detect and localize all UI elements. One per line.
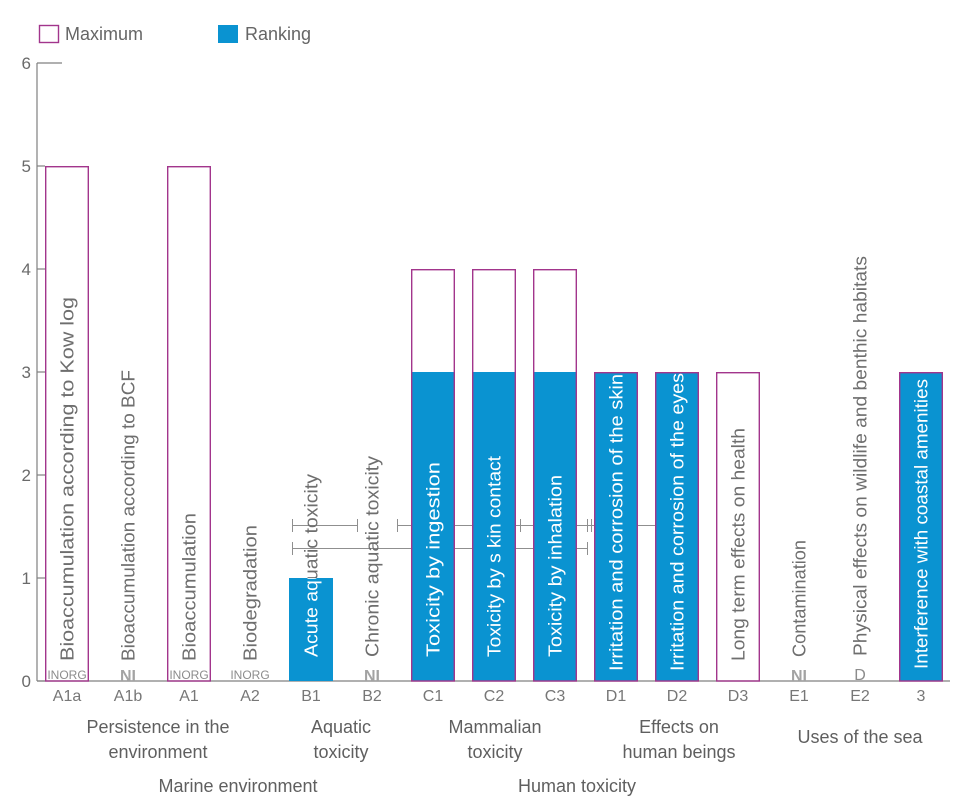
bar-maximum-C2 <box>472 269 517 682</box>
bar-label-D2: Irritation and corrosion of the eyes <box>668 373 688 671</box>
supergroup-label-0: Marine environment <box>158 776 317 796</box>
category-label-C1: C1 <box>423 688 444 705</box>
group-label-4: Uses of the sea <box>797 727 923 747</box>
bar-label-C2: Toxicity by s kin contact <box>485 456 505 657</box>
bar-ranking-C1 <box>411 372 455 681</box>
base-note-A1: INORG <box>169 668 208 682</box>
base-note-A1b: NI <box>120 668 136 685</box>
bar-maximum-D3 <box>716 372 761 682</box>
base-note-B2: NI <box>364 668 380 685</box>
legend-label-ranking: Ranking <box>245 24 311 44</box>
group-label-line: Effects on <box>639 717 719 737</box>
bar-labels: Bioaccumulation according to Kow log Bioa… <box>47 256 931 685</box>
group-label-line: human beings <box>622 742 735 762</box>
group-label-line: environment <box>108 742 207 762</box>
bar-label-A2: Biodegradation <box>241 525 261 661</box>
x-axis-labels: A1a A1b A1 A2 B1 B2 C1 C2 C3 D1 D2 D3 E1 E2 3 <box>53 688 926 705</box>
category-label-E1: E1 <box>789 688 809 705</box>
category-label-B1: B1 <box>301 688 321 705</box>
group-label-line: Uses of the sea <box>797 727 923 747</box>
y-tick-label-0: 0 <box>22 672 31 691</box>
bar-ranking-D2 <box>655 372 699 681</box>
y-tick-label-2: 2 <box>22 466 31 485</box>
bar-ranking-C2 <box>472 372 516 681</box>
base-note-A1a: INORG <box>47 668 86 682</box>
bar-label-A1: Bioaccumulation <box>180 513 200 661</box>
group-label-line: Persistence in the <box>86 717 229 737</box>
base-note-E1: NI <box>791 668 807 685</box>
category-label-D3: D3 <box>728 688 749 705</box>
bar-label-C1: Toxicity by ingestion <box>424 462 444 657</box>
group-labels: Persistence in the environment Aquatic toxi… <box>86 717 923 796</box>
bar-label-E2: Physical effects on wildlife and benthic… <box>851 256 871 656</box>
bar-maximum-D2 <box>655 372 700 682</box>
y-tick-label-4: 4 <box>22 260 31 279</box>
bar-maximum-C3 <box>533 269 578 682</box>
bar-label-E1: Contamination <box>790 540 810 657</box>
bar-label-A1a: Bioaccumulation according to Kow log <box>58 297 78 661</box>
y-tick-label-6: 6 <box>22 54 31 73</box>
bar-ranking-B1 <box>289 578 333 681</box>
legend-swatch-maximum <box>38 24 60 44</box>
bar-label-B1: Acute aquatic toxicity <box>302 474 322 657</box>
bar-label-B2: Chronic aquatic toxicity <box>363 456 383 657</box>
category-label-D2: D2 <box>667 688 688 705</box>
bar-ranking-3 <box>899 372 943 681</box>
group-label-0: Persistence in the environment <box>86 717 229 762</box>
bar-maximum-A1a <box>45 165 89 682</box>
category-label-C2: C2 <box>484 688 505 705</box>
bar-ranking-D1 <box>594 372 638 681</box>
bar-maximum-D1 <box>594 372 639 682</box>
bar-ranking-C3 <box>533 372 577 681</box>
category-label-A1a: A1a <box>53 688 82 705</box>
group-label-line: Aquatic <box>311 717 371 737</box>
group-label-1: Aquatic toxicity <box>311 717 371 762</box>
legend-label-maximum: Maximum <box>65 24 143 44</box>
group-label-line: Mammalian <box>448 717 541 737</box>
bars <box>45 165 944 682</box>
y-tick-label-5: 5 <box>22 157 31 176</box>
base-note-E2: D <box>854 667 866 684</box>
category-label-A2: A2 <box>240 688 260 705</box>
bar-label-C3: Toxicity by inhalation <box>546 475 566 657</box>
bar-maximum-3 <box>899 372 944 682</box>
legend: Maximum Ranking <box>38 24 311 44</box>
category-label-3: 3 <box>917 688 926 705</box>
category-label-A1b: A1b <box>114 688 143 705</box>
bar-maximum-C1 <box>411 269 456 682</box>
category-label-C3: C3 <box>545 688 566 705</box>
bar-label-3: Interference with coastal amenities <box>912 379 932 669</box>
group-label-2: Mammalian toxicity <box>448 717 541 762</box>
bar-label-D1: Irritation and corrosion of the skin <box>607 374 627 671</box>
category-label-D1: D1 <box>606 688 627 705</box>
supergroup-label-1: Human toxicity <box>518 776 636 796</box>
group-label-3: Effects on human beings <box>622 717 735 762</box>
category-label-A1: A1 <box>179 688 199 705</box>
base-note-A2: INORG <box>230 668 269 682</box>
group-label-line: toxicity <box>467 742 522 762</box>
y-tick-label-1: 1 <box>22 569 31 588</box>
y-tick-label-3: 3 <box>22 363 31 382</box>
category-label-B2: B2 <box>362 688 382 705</box>
bar-maximum-A1 <box>166 165 211 682</box>
group-label-line: toxicity <box>313 742 368 762</box>
bar-label-D3: Long term effects on health <box>729 428 749 661</box>
category-label-E2: E2 <box>850 688 870 705</box>
legend-swatch-ranking <box>218 25 238 43</box>
bar-label-A1b: Bioaccumulation according to BCF <box>119 370 139 661</box>
